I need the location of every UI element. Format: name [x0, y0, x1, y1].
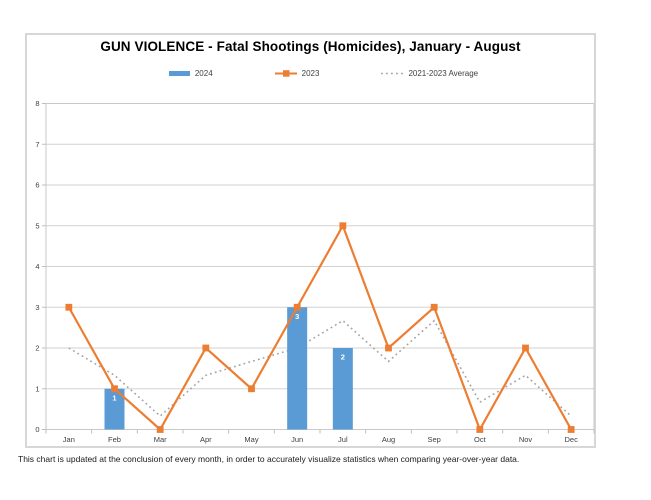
y-axis-label-4: 4: [35, 262, 39, 271]
x-axis-label-dec: Dec: [564, 435, 578, 444]
x-axis-label-sep: Sep: [427, 435, 440, 444]
y-axis-label-6: 6: [35, 181, 39, 190]
x-axis-label-feb: Feb: [108, 435, 121, 444]
y-axis-label-3: 3: [35, 303, 39, 312]
marker-2023-nov: [522, 344, 529, 352]
marker-2023-sep: [430, 303, 438, 311]
legend: 2024 2023 2021-2023 Average: [25, 69, 596, 78]
y-axis-label-0: 0: [35, 425, 39, 434]
chart-title: GUN VIOLENCE - Fatal Shootings (Homicide…: [100, 39, 521, 54]
x-axis-label-jun: Jun: [291, 435, 303, 444]
marker-2023-aug: [385, 344, 392, 352]
legend-label-2021-2023-average: 2021-2023 Average: [408, 69, 479, 78]
marker-2023-dec: [567, 426, 575, 433]
x-axis-label-oct: Oct: [474, 435, 487, 444]
legend-item-2024: 2024: [168, 69, 213, 78]
marker-2023-mar: [156, 426, 164, 433]
marker-2023-may: [248, 385, 255, 393]
legend-swatch-line: [274, 70, 297, 77]
line-2023: [67, 223, 573, 433]
x-axis-label-may: May: [244, 435, 258, 444]
x-axis-label-aug: Aug: [382, 435, 395, 444]
marker-2023-jun: [293, 303, 301, 311]
legend-label-2023: 2023: [301, 69, 320, 78]
marker-2023-oct: [476, 426, 484, 433]
bar-2024-jun: [287, 307, 308, 430]
legend-swatch-bar: [168, 71, 190, 76]
y-axis-label-8: 8: [35, 99, 39, 108]
legend-item-2023: 2023: [274, 69, 320, 78]
x-axis-label-jan: Jan: [63, 435, 75, 444]
bar-label-feb: 1: [112, 393, 116, 402]
bar-label-jul: 2: [341, 353, 345, 362]
marker-2023-jul: [339, 222, 347, 230]
x-axis-label-jul: Jul: [338, 435, 348, 444]
y-axis-label-1: 1: [35, 384, 39, 393]
marker-2023-apr: [202, 344, 210, 352]
chart-frame: [25, 33, 596, 448]
x-axis-label-apr: Apr: [200, 435, 212, 444]
bar-label-jun: 3: [295, 312, 299, 321]
y-axis-label-7: 7: [35, 140, 39, 149]
legend-swatch-dotted-line: [381, 72, 404, 75]
bar-2024-feb: [104, 388, 125, 430]
legend-label-2024: 2024: [194, 69, 213, 78]
x-axis-label-mar: Mar: [154, 435, 167, 444]
bar-2024-jul: [332, 348, 353, 430]
x-axis-label-nov: Nov: [519, 435, 533, 444]
y-axis-label-5: 5: [35, 221, 39, 230]
marker-2023-jan: [65, 303, 73, 311]
y-axis-label-2: 2: [35, 344, 39, 353]
marker-2023-feb: [111, 385, 118, 393]
legend-item-2021-2023-average: 2021-2023 Average: [381, 69, 478, 78]
footnote: This chart is updated at the conclusion …: [18, 454, 520, 464]
